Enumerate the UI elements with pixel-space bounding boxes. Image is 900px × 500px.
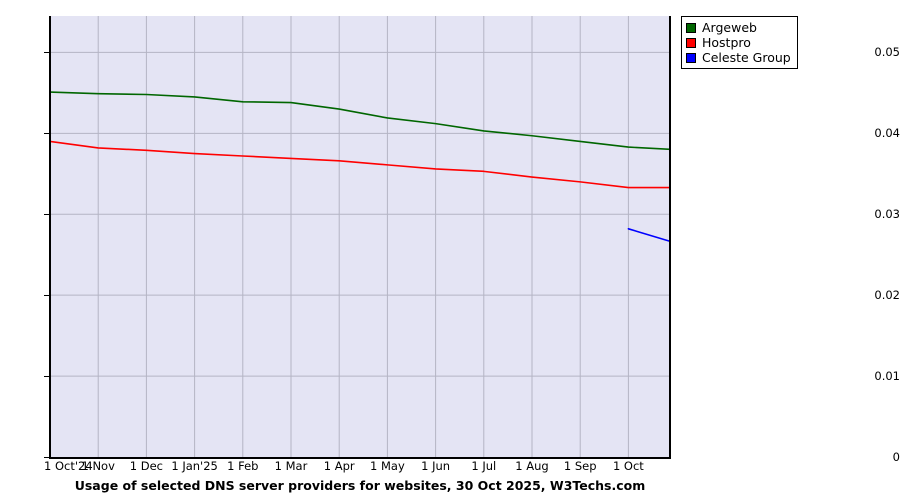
legend-swatch-hostpro — [686, 37, 696, 48]
x-tick-label: 1 Oct — [612, 459, 644, 473]
y-tick-mark — [44, 133, 51, 135]
y-tick-mark — [44, 52, 51, 54]
chart-caption: Usage of selected DNS server providers f… — [74, 478, 646, 493]
x-tick-label: 1 Jun — [421, 459, 451, 473]
legend-label-celeste-group: Celeste Group — [702, 50, 791, 65]
legend-swatch-celeste-group — [686, 52, 696, 63]
plot-canvas — [50, 16, 670, 457]
y-tick-label: 0.04 — [874, 126, 900, 141]
y-tick-label: 0 — [892, 450, 900, 464]
legend-swatch-argeweb — [686, 22, 696, 33]
horizontal-gridlines — [50, 51, 670, 377]
series-line-hostpro — [50, 140, 670, 189]
x-tick-label: 1 Mar — [274, 459, 308, 473]
x-tick-label: 1 Jan'25 — [171, 459, 218, 473]
series-polylines — [50, 91, 670, 243]
x-tick-label: 1 Oct'24 — [44, 459, 93, 473]
y-axis-line — [49, 16, 51, 459]
x-tick-label: 1 Apr — [323, 459, 355, 473]
legend-item[interactable]: Hostpro — [686, 35, 791, 50]
legend-item[interactable]: Argeweb — [686, 20, 791, 35]
legend-label-argeweb: Argeweb — [702, 20, 757, 35]
plot-right-border — [669, 16, 671, 459]
legend-item[interactable]: Celeste Group — [686, 50, 791, 65]
vertical-gridlines — [97, 16, 629, 457]
x-tick-label: 1 May — [370, 459, 405, 473]
series-line-argeweb — [50, 91, 670, 151]
y-tick-label: 0.05 — [874, 45, 900, 60]
y-tick-label: 0.01 — [874, 369, 900, 384]
x-axis-line — [49, 457, 671, 459]
series-line-celeste-group — [627, 228, 670, 243]
x-tick-label: 1 Feb — [227, 459, 259, 473]
y-tick-mark — [44, 295, 51, 297]
y-tick-mark — [44, 457, 51, 458]
x-tick-label: 1 Sep — [563, 459, 597, 473]
plot-area-background — [50, 16, 670, 457]
x-tick-label: 1 Nov — [81, 459, 115, 473]
x-tick-label: 1 Jul — [471, 459, 497, 473]
x-tick-label: 1 Aug — [515, 459, 549, 473]
y-tick-mark — [44, 214, 51, 216]
legend: Argeweb Hostpro Celeste Group — [681, 16, 798, 69]
y-tick-mark — [44, 376, 51, 378]
y-tick-label: 0.03 — [874, 207, 900, 222]
y-tick-label: 0.02 — [874, 288, 900, 303]
legend-label-hostpro: Hostpro — [702, 35, 751, 50]
x-tick-label: 1 Dec — [129, 459, 164, 473]
